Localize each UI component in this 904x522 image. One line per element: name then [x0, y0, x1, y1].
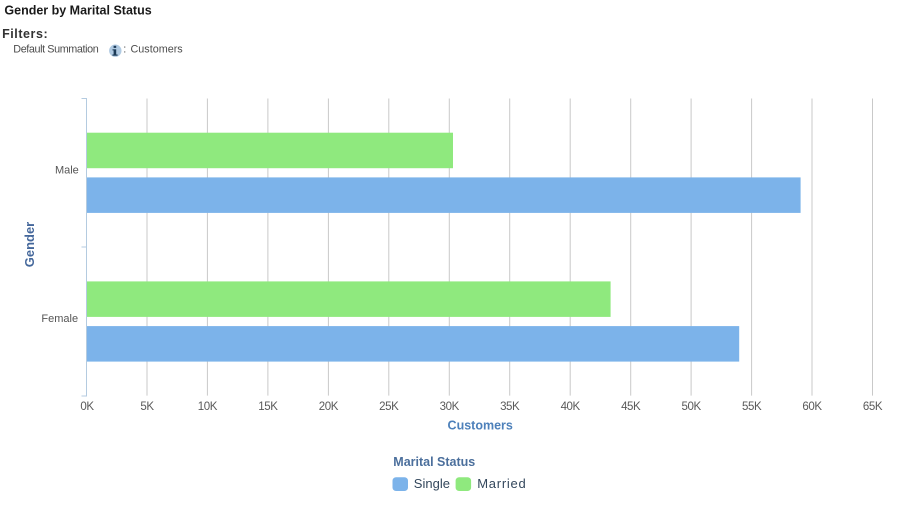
- svg-text:25K: 25K: [379, 401, 399, 413]
- svg-text:Married: Married: [477, 476, 526, 491]
- svg-text:Filters:: Filters:: [2, 27, 48, 41]
- svg-text:Female: Female: [41, 313, 78, 325]
- svg-text:10K: 10K: [198, 401, 218, 413]
- svg-text:5K: 5K: [140, 401, 154, 413]
- svg-text:Marital Status: Marital Status: [393, 455, 475, 469]
- svg-text:45K: 45K: [621, 401, 641, 413]
- svg-text:0K: 0K: [80, 401, 94, 413]
- svg-text:Customers: Customers: [131, 44, 184, 56]
- svg-text:Customers: Customers: [448, 419, 513, 433]
- svg-text:50K: 50K: [681, 401, 701, 413]
- svg-text:Gender: Gender: [22, 222, 37, 268]
- svg-text:65K: 65K: [863, 401, 883, 413]
- svg-text:15K: 15K: [258, 401, 278, 413]
- svg-text:35K: 35K: [500, 401, 520, 413]
- svg-text:Single: Single: [414, 476, 450, 491]
- svg-text:30K: 30K: [440, 401, 460, 413]
- svg-text:40K: 40K: [561, 401, 581, 413]
- svg-text:60K: 60K: [802, 401, 822, 413]
- svg-text:Gender by Marital Status: Gender by Marital Status: [4, 4, 151, 18]
- svg-text:Male: Male: [55, 164, 79, 176]
- svg-text:55K: 55K: [742, 401, 762, 413]
- svg-text:Default Summation: Default Summation: [13, 44, 98, 56]
- svg-text::: :: [123, 44, 126, 56]
- svg-text:20K: 20K: [319, 401, 339, 413]
